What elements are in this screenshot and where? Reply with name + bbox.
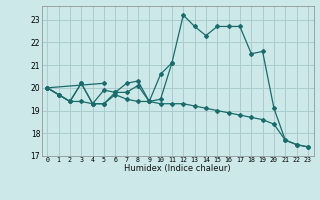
X-axis label: Humidex (Indice chaleur): Humidex (Indice chaleur) [124, 164, 231, 173]
